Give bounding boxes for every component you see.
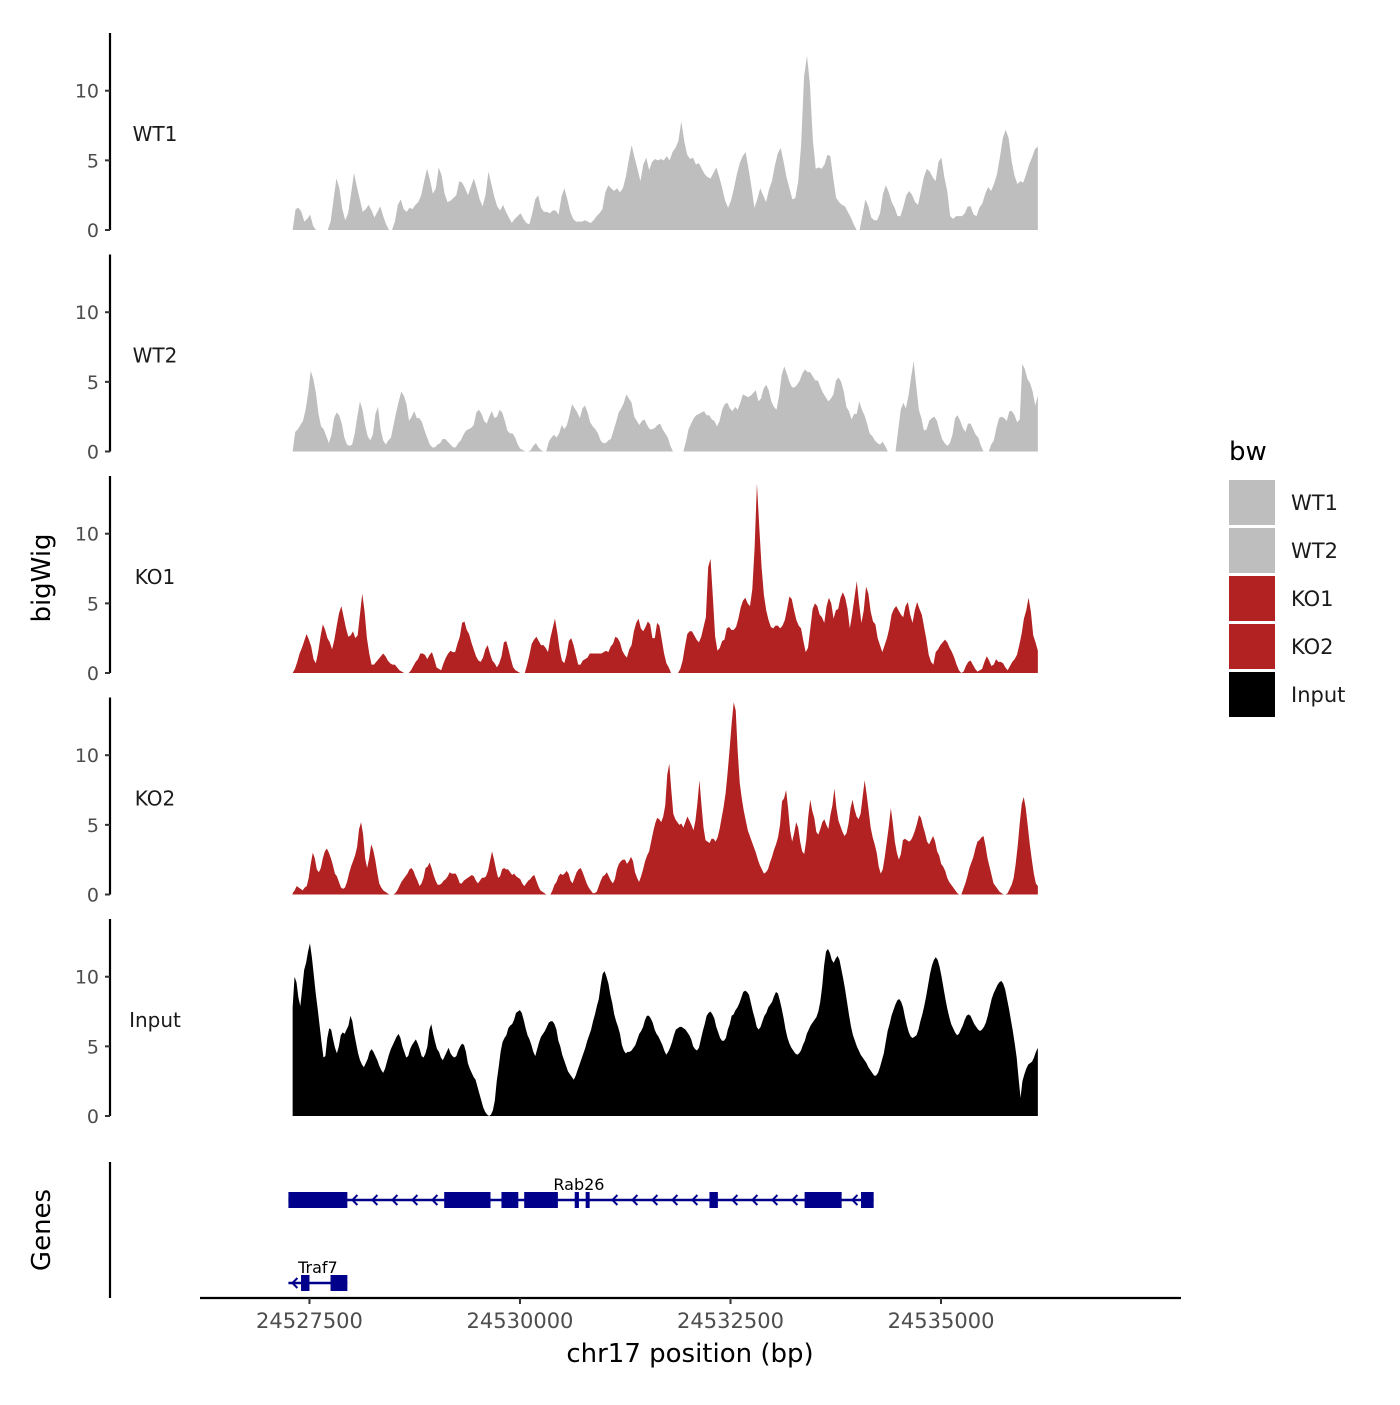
y-tick-label: 10 <box>75 524 99 546</box>
gene-rab26: Rab26 <box>288 1175 874 1208</box>
strand-arrow <box>771 1194 779 1206</box>
legend-title: bw <box>1229 437 1267 467</box>
y-tick-label: 5 <box>87 150 99 172</box>
legend-key-wt1 <box>1229 480 1275 525</box>
track-label-ko2: KO2 <box>135 787 176 811</box>
strand-arrow <box>631 1194 639 1206</box>
gene-exon <box>709 1192 718 1208</box>
signal-area-wt1 <box>292 55 1038 230</box>
legend-label-input: Input <box>1291 683 1345 707</box>
track-ko2: 0 5 10 KO2 <box>75 697 1038 907</box>
y-tick-label: 0 <box>87 442 99 464</box>
strand-arrow <box>691 1194 699 1206</box>
track-label-wt2: WT2 <box>133 344 178 368</box>
strand-arrow <box>291 1277 299 1289</box>
strand-arrow <box>391 1194 399 1206</box>
gene-exon <box>444 1192 491 1208</box>
gene-exon <box>330 1275 348 1291</box>
legend-key-input <box>1229 672 1275 717</box>
y-tick-label: 0 <box>87 1106 99 1128</box>
y-tick-label: 0 <box>87 220 99 242</box>
legend-key-wt2 <box>1229 528 1275 573</box>
track-label-input: Input <box>129 1008 181 1032</box>
x-axis-title: chr17 position (bp) <box>566 1339 813 1369</box>
gene-exon <box>524 1192 558 1208</box>
x-tick-label: 24532500 <box>677 1309 784 1333</box>
gene-exon <box>501 1192 519 1208</box>
strand-arrow <box>611 1194 619 1206</box>
gene-exon <box>861 1192 874 1208</box>
x-tick-label: 24527500 <box>256 1309 363 1333</box>
gene-exon <box>288 1192 348 1208</box>
signal-area-ko2 <box>292 702 1038 895</box>
signal-area-input <box>292 943 1038 1116</box>
gene-exon <box>585 1192 590 1208</box>
y-tick-label: 10 <box>75 81 99 103</box>
y-tick-label: 10 <box>75 745 99 767</box>
legend: bw WT1 WT2 KO1 KO2 Input <box>1229 437 1345 717</box>
track-label-ko1: KO1 <box>135 565 176 589</box>
y-tick-label: 5 <box>87 593 99 615</box>
legend-label-ko2: KO2 <box>1291 635 1334 659</box>
legend-label-wt2: WT2 <box>1291 539 1338 563</box>
signal-area-ko1 <box>292 483 1038 673</box>
strand-arrow <box>671 1194 679 1206</box>
legend-label-wt1: WT1 <box>1291 491 1338 515</box>
y-tick-label: 10 <box>75 302 99 324</box>
legend-key-ko1 <box>1229 576 1275 621</box>
strand-arrow <box>371 1194 379 1206</box>
gene-exon <box>574 1192 579 1208</box>
track-wt2: 0 5 10 WT2 <box>75 254 1038 464</box>
x-tick-label: 24535000 <box>888 1309 995 1333</box>
track-ko1: 0 5 10 KO1 <box>75 476 1038 685</box>
y-tick-label: 5 <box>87 372 99 394</box>
legend-label-ko1: KO1 <box>1291 587 1334 611</box>
track-label-wt1: WT1 <box>133 122 178 146</box>
gene-exon <box>804 1192 842 1208</box>
strand-arrow <box>731 1194 739 1206</box>
strand-arrow <box>791 1194 799 1206</box>
y-tick-label: 5 <box>87 815 99 837</box>
strand-arrow <box>411 1194 419 1206</box>
strand-arrow <box>651 1194 659 1206</box>
genes-panel-title: Genes <box>27 1189 57 1271</box>
track-input: 0 5 10 Input <box>75 919 1038 1128</box>
strand-arrow <box>431 1194 439 1206</box>
strand-arrow <box>351 1194 359 1206</box>
y-axis-title: bigWig <box>27 533 57 622</box>
genes-panel: Rab26 Traf7 <box>108 1162 874 1298</box>
strand-arrow <box>851 1194 859 1206</box>
track-wt1: 0 5 10 WT1 <box>75 33 1038 242</box>
gene-label-rab26: Rab26 <box>553 1175 604 1194</box>
x-tick-label: 24530000 <box>467 1309 574 1333</box>
strand-arrow <box>751 1194 759 1206</box>
signal-area-wt2 <box>292 360 1038 452</box>
y-tick-label: 0 <box>87 885 99 907</box>
signal-tracks: 0 5 10 WT1 0 5 10 WT2 0 5 10 KO1 0 5 10 KO2 0 5 10 Input <box>75 33 1038 1128</box>
x-axis: 24527500 24530000 24532500 24535000 <box>200 1296 1181 1333</box>
gene-label-traf7: Traf7 <box>297 1258 338 1277</box>
y-tick-label: 5 <box>87 1036 99 1058</box>
y-tick-label: 0 <box>87 663 99 685</box>
y-tick-label: 10 <box>75 967 99 989</box>
gene-traf7: Traf7 <box>288 1258 348 1291</box>
legend-key-ko2 <box>1229 624 1275 669</box>
gene-exon <box>301 1275 310 1291</box>
